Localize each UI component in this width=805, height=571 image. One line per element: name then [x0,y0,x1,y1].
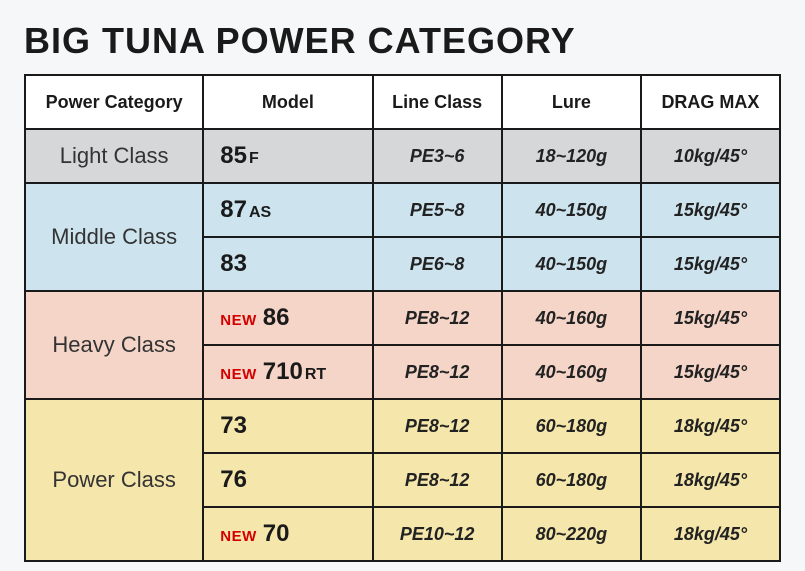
model-number: 710 [263,358,303,385]
model-number: 83 [220,250,247,277]
table-row: Heavy ClassNEW86PE8~1240~160g15kg/45° [25,291,780,345]
model-number: 70 [263,520,290,547]
lure-cell: 18~120g [502,129,641,183]
category-cell: Middle Class [25,183,203,291]
drag-cell: 15kg/45° [641,183,780,237]
model-cell: NEW 86 [203,291,372,345]
lure-cell: 40~160g [502,345,641,399]
line-cell: PE10~12 [373,507,502,561]
lure-cell: 40~150g [502,183,641,237]
drag-cell: 18kg/45° [641,507,780,561]
model-cell: NEW 70 [203,507,372,561]
col-header-category: Power Category [25,75,203,129]
drag-cell: 15kg/45° [641,345,780,399]
drag-cell: 18kg/45° [641,453,780,507]
lure-cell: 60~180g [502,453,641,507]
new-badge: NEW [220,366,257,383]
model-cell: 73 [203,399,372,453]
model-cell: 83 [203,237,372,291]
category-cell: Power Class [25,399,203,561]
model-cell: NEW 710RT [203,345,372,399]
line-cell: PE6~8 [373,237,502,291]
model-number: 76 [220,466,247,493]
model-suffix: F [249,150,259,167]
model-cell: 87AS [203,183,372,237]
line-cell: PE8~12 [373,291,502,345]
lure-cell: 40~150g [502,237,641,291]
line-cell: PE5~8 [373,183,502,237]
col-header-line: Line Class [373,75,502,129]
model-cell: 85F [203,129,372,183]
lure-cell: 80~220g [502,507,641,561]
drag-cell: 15kg/45° [641,237,780,291]
model-number: 86 [263,304,290,331]
drag-cell: 10kg/45° [641,129,780,183]
table-header-row: Power Category Model Line Class Lure DRA… [25,75,780,129]
model-number: 85 [220,142,247,169]
table-row: Middle Class87ASPE5~840~150g15kg/45° [25,183,780,237]
drag-cell: 15kg/45° [641,291,780,345]
table-row: Light Class85FPE3~618~120g10kg/45° [25,129,780,183]
col-header-drag: DRAG MAX [641,75,780,129]
drag-cell: 18kg/45° [641,399,780,453]
category-cell: Light Class [25,129,203,183]
model-suffix: AS [249,204,271,221]
line-cell: PE3~6 [373,129,502,183]
new-badge: NEW [220,312,257,329]
lure-cell: 60~180g [502,399,641,453]
model-cell: 76 [203,453,372,507]
line-cell: PE8~12 [373,453,502,507]
category-cell: Heavy Class [25,291,203,399]
model-number: 87 [220,196,247,223]
lure-cell: 40~160g [502,291,641,345]
line-cell: PE8~12 [373,345,502,399]
table-row: Power Class73PE8~1260~180g18kg/45° [25,399,780,453]
page-title: BIG TUNA POWER CATEGORY [24,20,781,62]
col-header-model: Model [203,75,372,129]
col-header-lure: Lure [502,75,641,129]
model-suffix: RT [305,366,326,383]
new-badge: NEW [220,528,257,545]
line-cell: PE8~12 [373,399,502,453]
power-category-table: Power Category Model Line Class Lure DRA… [24,74,781,562]
model-number: 73 [220,412,247,439]
